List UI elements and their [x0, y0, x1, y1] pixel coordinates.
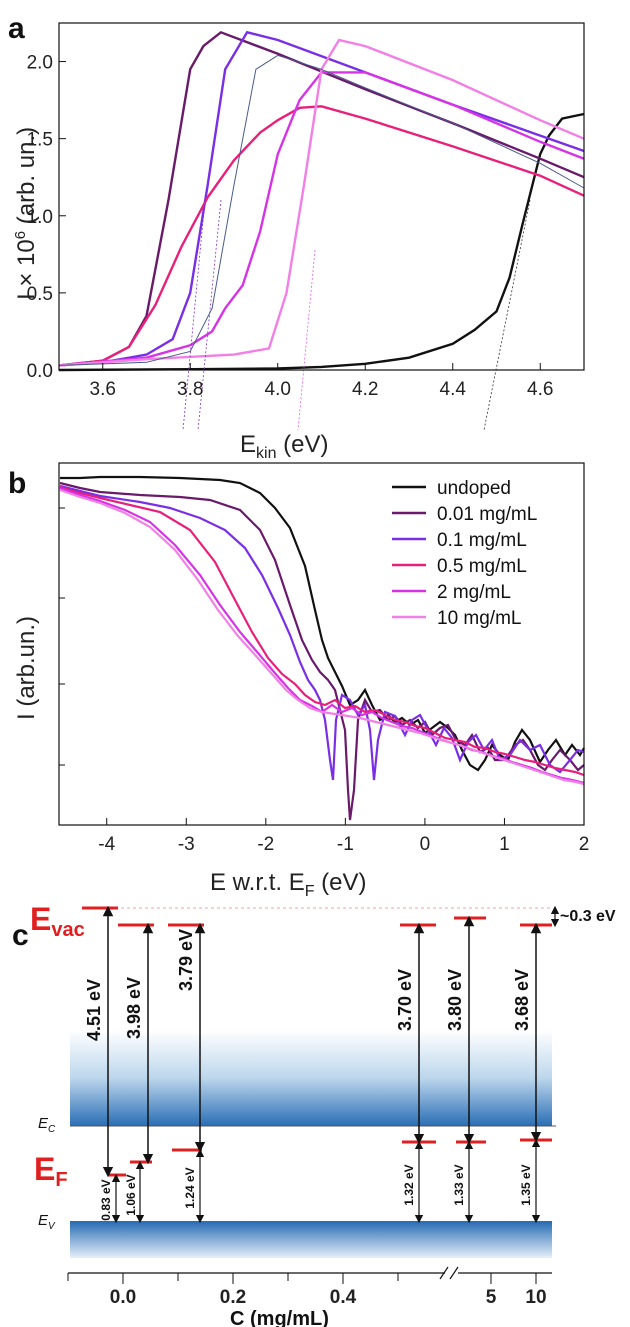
panel-c-tick-label: 0.2	[220, 1287, 246, 1308]
legend-label: 10 mg/mL	[437, 608, 521, 629]
ef-ev-arrows	[116, 1143, 536, 1219]
legend-label: 0.5 mg/mL	[437, 556, 527, 577]
x-tick-label: 1	[499, 834, 510, 855]
ef-ev-label: 1.32 eV	[402, 1164, 416, 1205]
x-tick-label: 4.2	[352, 379, 378, 400]
x-tick-label: 3.8	[177, 379, 203, 400]
legend-label: 2 mg/mL	[437, 582, 511, 603]
panel-a-ylabel: I × 106 (arb. un.)	[12, 127, 40, 300]
series-c10	[59, 40, 584, 365]
ef-ev-label: 1.33 eV	[452, 1164, 466, 1205]
x-tick-label: 2	[579, 834, 590, 855]
legend-label: undoped	[437, 478, 511, 499]
evac-label: Evac	[30, 901, 85, 941]
panel-b-spectra	[60, 477, 584, 820]
x-tick-label: -3	[178, 834, 195, 855]
conduction-band	[70, 1030, 552, 1126]
panel-c-diagram: Evac EF EC EV	[30, 901, 616, 1327]
wf-label: 3.98 eV	[124, 977, 144, 1039]
guide-line	[298, 250, 315, 430]
x-tick-label: -2	[257, 834, 274, 855]
panel-c-tick-label: 10	[525, 1287, 546, 1308]
legend-label: 0.1 mg/mL	[437, 530, 527, 551]
y-tick-label: 2.0	[27, 53, 53, 74]
x-tick-label: 4.6	[527, 379, 553, 400]
ef-marks	[108, 1140, 552, 1175]
series-guide	[59, 55, 584, 365]
series-c2	[59, 72, 584, 365]
series-c01	[59, 32, 584, 365]
panel-b-ylabel: I (arb.un.)	[13, 616, 40, 720]
panel-b-xlabel: E w.r.t. EF (eV)	[210, 869, 367, 900]
wf-label: 3.79 eV	[176, 929, 196, 991]
panel-c-tick-label: 5	[486, 1287, 497, 1308]
wf-label: 4.51 eV	[84, 979, 104, 1041]
valence-band	[70, 1222, 552, 1258]
panel-b-plot: -4 -3 -2 -1 0 1 2 E w.r.t. EF (eV) I (arb.un.)…	[13, 463, 589, 900]
evac-marks	[82, 908, 552, 925]
legend-label: 0.01 mg/mL	[437, 504, 537, 525]
panel-b-log-ticks	[59, 508, 65, 765]
x-tick-label: 4.0	[265, 379, 291, 400]
panel-b-label: b	[8, 467, 26, 500]
wf-label: 3.70 eV	[395, 969, 415, 1031]
ef-ev-label: 1.35 eV	[519, 1164, 533, 1205]
ef-label: EF	[34, 1151, 68, 1191]
ec-label: EC	[38, 1115, 56, 1135]
x-tick-label: -1	[337, 834, 354, 855]
x-tick-label: 0	[420, 834, 431, 855]
x-tick-label: 3.6	[90, 379, 116, 400]
panel-c-tick-label: 0.0	[110, 1287, 136, 1308]
wf-label: 3.80 eV	[445, 969, 465, 1031]
panel-c-ticks	[68, 1273, 536, 1284]
panel-a-xlabel: Ekin (eV)	[240, 431, 328, 462]
ef-ev-label: 1.06 eV	[124, 1174, 138, 1215]
panel-c-tick-label: 0.4	[330, 1287, 357, 1308]
ev-label: EV	[38, 1212, 56, 1232]
panel-a-plot: 3.6 3.8 4.0 4.2 4.4 4.6 0.00.51.01.52.0 Ekin …	[12, 23, 584, 462]
x-tick-label: -4	[98, 834, 115, 855]
ef-ev-label: 1.24 eV	[183, 1167, 197, 1208]
offset-label: ~0.3 eV	[560, 908, 616, 925]
panel-c-xlabel: C (mg/mL)	[230, 1308, 329, 1327]
legend: undoped 0.01 mg/mL 0.1 mg/mL 0.5 mg/mL 2 mg/…	[392, 478, 537, 629]
x-tick-label: 4.4	[440, 379, 467, 400]
ef-ev-label: 0.83 eV	[99, 1179, 113, 1220]
series-c001	[59, 32, 584, 365]
y-tick-label: 0.0	[27, 361, 53, 382]
panel-c-label: c	[12, 919, 29, 952]
wf-label: 3.68 eV	[512, 969, 532, 1031]
panel-a-label: a	[8, 12, 25, 45]
